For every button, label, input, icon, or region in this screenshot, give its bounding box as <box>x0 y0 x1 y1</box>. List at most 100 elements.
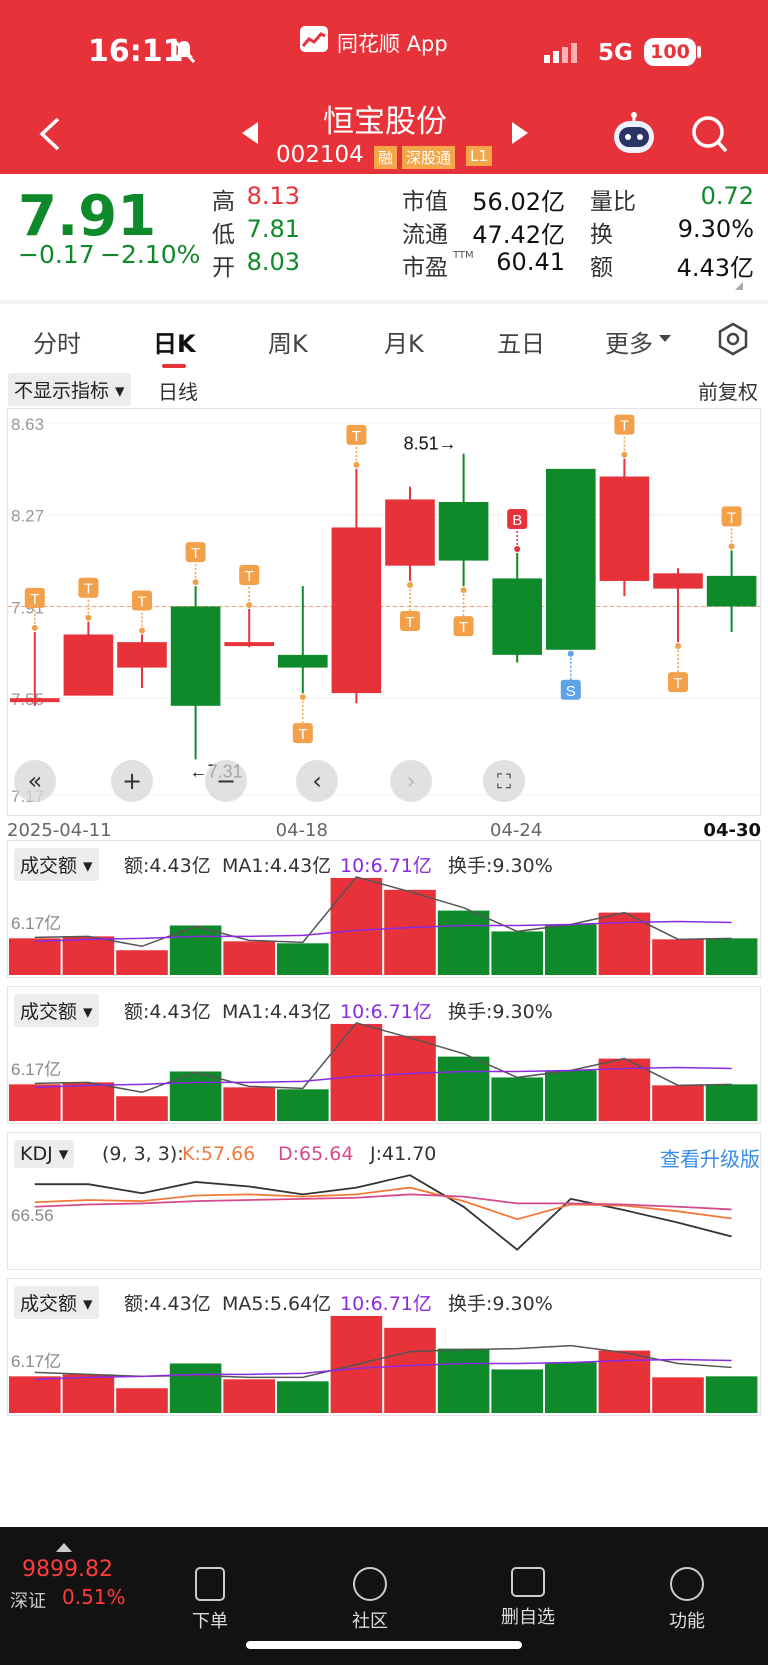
volume-bar <box>545 1070 597 1121</box>
quote-field-label: 市值 <box>402 189 448 215</box>
panel-indicator-name: KDJ <box>20 1143 53 1165</box>
volume-panel-2[interactable]: 6.17亿 <box>7 986 761 1124</box>
signal-badge-text: T <box>405 614 414 631</box>
volume-bar <box>277 1381 329 1413</box>
order-label: 下单 <box>192 1611 228 1632</box>
quote-field-label: 流通 <box>402 222 448 248</box>
zoom-in-button[interactable]: + <box>111 760 153 802</box>
tab-five-day[interactable]: 五日 <box>497 330 545 358</box>
volume-chart-2: 6.17亿 <box>9 1022 758 1121</box>
expand-up-icon[interactable] <box>56 1543 72 1552</box>
back-icon[interactable] <box>36 115 64 153</box>
upgrade-link[interactable]: 查看升级版 <box>660 1147 760 1171</box>
main-kline-panel[interactable]: 8.638.277.917.557.17TTTTTTTTTBSTTT8.51→←… <box>7 408 761 816</box>
volume-ma-line <box>34 876 732 948</box>
signal-dot <box>192 579 199 586</box>
candle-body <box>385 499 435 566</box>
scroll-left-fast-button[interactable]: « <box>14 760 56 802</box>
candle-body <box>438 501 489 561</box>
panel-indicator-select[interactable]: KDJ ▾ <box>14 1140 75 1168</box>
order-button[interactable]: 下单 <box>160 1567 260 1633</box>
order-doc-icon <box>195 1567 225 1601</box>
panel-stat: 换手:9.30% <box>448 1293 553 1315</box>
volume-bar <box>330 877 383 975</box>
candlestick-chart: 8.638.277.917.557.17TTTTTTTTTBSTTT8.51→←… <box>8 414 760 806</box>
header: 16:11 同花顺 App 5G 100 恒宝股份 002104 融 深股通 L… <box>0 0 768 174</box>
scroll-right-button[interactable]: › <box>390 760 432 802</box>
volume-bar <box>491 931 543 975</box>
signal-badge <box>560 679 581 700</box>
signal-badge <box>400 610 420 631</box>
volume-bar <box>330 1023 383 1121</box>
volume-ma10-line <box>34 920 732 943</box>
volume-bar <box>169 1363 222 1413</box>
signal-dot <box>353 461 360 468</box>
signal-badge <box>185 542 206 563</box>
panel-indicator-select[interactable]: 成交额 ▾ <box>14 848 99 881</box>
volume-panel-1[interactable]: 6.17亿 <box>7 840 761 978</box>
network-type: 5G <box>598 40 633 66</box>
quote-field-value: 8.13 <box>246 182 300 210</box>
divider <box>0 300 768 304</box>
quote-field-label: 量比 <box>590 189 636 215</box>
tab-more[interactable]: 更多 <box>605 330 653 358</box>
settings-hexagon-icon[interactable] <box>716 322 750 356</box>
tab-daily-k[interactable]: 日K <box>153 330 196 358</box>
indicator-select-value: 不显示指标 <box>14 380 110 402</box>
remove-watchlist-button[interactable]: 删自选 <box>478 1567 578 1629</box>
signal-dot <box>407 581 413 588</box>
stock-name: 恒宝股份 <box>323 104 447 140</box>
candle-body <box>546 468 596 650</box>
signal-badge <box>614 414 635 435</box>
tab-weekly-k[interactable]: 周K <box>268 330 308 358</box>
fullscreen-button[interactable]: ⛶ <box>483 760 525 802</box>
panel-stat: MA1:4.43亿 <box>222 855 332 877</box>
signal-badge-text: T <box>30 591 39 608</box>
quote-field-label: 开 <box>212 255 235 281</box>
scroll-left-button[interactable]: ‹ <box>296 760 338 802</box>
menu-icon <box>670 1567 704 1601</box>
search-icon[interactable] <box>690 114 730 156</box>
volume-ma10-line <box>34 1358 732 1381</box>
volume-chart-3: 6.17亿 <box>9 1315 758 1413</box>
community-button[interactable]: 社区 <box>320 1567 420 1633</box>
volume-bar <box>652 939 704 975</box>
volume-bar <box>705 1084 758 1121</box>
index-value[interactable]: 9899.82 <box>22 1557 113 1582</box>
adjust-mode[interactable]: 前复权 <box>698 380 758 404</box>
panel-stat: D:65.64 <box>278 1143 354 1165</box>
next-stock-icon[interactable] <box>510 120 530 146</box>
app-logo-icon <box>300 26 328 52</box>
date-label: 04-18 <box>275 820 328 841</box>
kdj-panel[interactable]: 66.56 <box>7 1132 761 1270</box>
panel-indicator-select[interactable]: 成交额 ▾ <box>14 994 99 1027</box>
volume-bar <box>9 1084 61 1121</box>
minus-icon: − <box>215 767 237 795</box>
tab-monthly-k[interactable]: 月K <box>384 330 424 358</box>
signal-badge <box>132 590 152 611</box>
candle-body <box>599 476 650 581</box>
quote-field-value: 4.43亿 <box>676 254 754 282</box>
volume-bar <box>652 1377 704 1413</box>
volume-panel-3[interactable]: 6.17亿 <box>7 1278 761 1416</box>
prev-stock-icon[interactable] <box>240 120 260 146</box>
candle-body <box>653 573 703 589</box>
quote-field-value: 7.81 <box>246 215 300 243</box>
pe-ttm-superscript: TTM <box>453 250 474 261</box>
signal-dot <box>567 650 574 657</box>
tab-intraday[interactable]: 分时 <box>33 330 81 358</box>
zoom-out-button[interactable]: − <box>205 760 247 802</box>
date-label: 04-24 <box>490 820 543 841</box>
panel-indicator-name: 成交额 <box>20 1293 78 1315</box>
robot-assistant-icon[interactable] <box>610 112 658 158</box>
remove-watchlist-label: 删自选 <box>501 1607 555 1628</box>
signal-dot <box>460 587 467 594</box>
functions-button[interactable]: 功能 <box>637 1567 737 1633</box>
volume-bar <box>705 938 758 975</box>
y-tick-label: 8.27 <box>11 507 44 526</box>
volume-bar <box>545 924 597 975</box>
bottom-bar: 9899.82 深证 0.51% 下单 社区 删自选 功能 <box>0 1527 768 1665</box>
indicator-select[interactable]: 不显示指标 ▾ <box>8 373 131 406</box>
signal-badge-text: B <box>512 512 522 529</box>
panel-indicator-select[interactable]: 成交额 ▾ <box>14 1286 99 1319</box>
